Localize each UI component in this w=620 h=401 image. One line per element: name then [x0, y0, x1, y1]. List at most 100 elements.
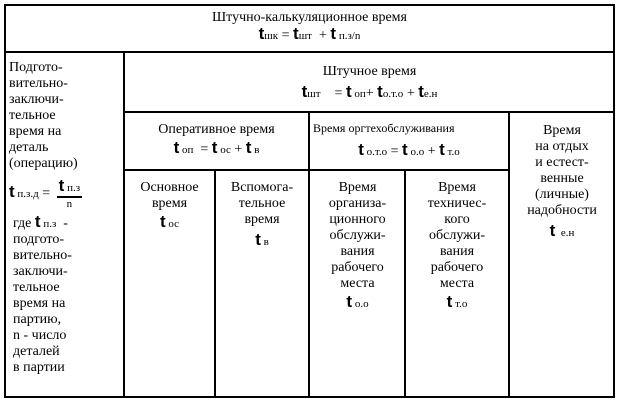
text-line: Подгото- [9, 60, 63, 75]
variable: t [245, 138, 252, 157]
prep-text-top: Подгото-вительно-заключи-тельное время на… [9, 60, 121, 172]
prep-text-bottom: подгото-вительно-заключи-тельное время на… [9, 232, 121, 376]
operator: + [230, 142, 246, 157]
text-line: время [244, 212, 280, 227]
subscript: ос [165, 218, 180, 230]
operator: = [320, 86, 346, 101]
divider [308, 111, 310, 398]
tech-service-time-cell: Время техничес-кого обслужи-вания рабочего м… [406, 180, 508, 312]
subscript: о.т.о [382, 88, 404, 100]
text-line: подгото- [13, 232, 65, 247]
piece-time-formula: tшт = t оп+ tо.т.о + tе.н [124, 82, 615, 102]
aux-time-cell: Вспомога-тельное время t в [216, 180, 308, 250]
text-line: венные [540, 171, 584, 186]
operative-time-label: Оперативное время [158, 122, 275, 137]
subscript: о.о [407, 146, 425, 158]
divider [123, 51, 125, 398]
subscript: п.з [64, 182, 81, 194]
text-line: Основное [140, 180, 199, 195]
text-line: места [340, 276, 375, 291]
main-time-formula: t ос [124, 212, 215, 232]
text-line: тельное [238, 196, 286, 211]
text-line: техничес- [427, 196, 487, 211]
variable: t [159, 212, 166, 231]
variable: t [255, 230, 261, 249]
text-line: время [151, 196, 188, 211]
main-time-cell: Основное время t ос [124, 180, 215, 232]
operator: + [365, 86, 378, 101]
main-time-text: Основное время [124, 180, 215, 212]
prep-where-formula: где t п.з - [9, 212, 121, 232]
text-line: надобности [527, 203, 597, 218]
subscript: е.н [555, 227, 575, 239]
operative-time-cell: Оперативное время t оп = t ос + t в [124, 122, 309, 158]
tech-service-time-formula: t т.о [406, 292, 508, 312]
orgtech-time-cell: Время оргтехобслуживания t о.т.о = t о.о… [310, 120, 508, 160]
text-line: n - число [13, 328, 67, 343]
operator: + [403, 86, 419, 101]
text-line: Время [438, 180, 476, 195]
divider [404, 169, 406, 398]
text-line: ционного [329, 212, 386, 227]
operator: = [278, 28, 294, 43]
divider [4, 51, 615, 53]
variable: t [345, 82, 352, 101]
divider [508, 111, 510, 398]
operator: = [193, 142, 212, 157]
subscript: п.з [40, 218, 57, 230]
variable: t [301, 82, 308, 101]
fraction: t п.з n [56, 177, 83, 210]
subscript: оп [351, 88, 366, 100]
piece-time-cell: Штучное время tшт = t оп+ tо.т.о + tе.н [124, 64, 615, 102]
subscript: о.т.о [363, 146, 388, 158]
org-service-time-cell: Время организа-ционного обслужи-вания рабоч… [310, 180, 405, 312]
text-line: Время [543, 123, 581, 138]
text-line: партию, [13, 312, 62, 327]
aux-time-text: Вспомога-тельное время [216, 180, 308, 228]
variable: t [439, 140, 445, 159]
variable: t [211, 138, 218, 157]
operator: - [56, 216, 68, 231]
rest-time-cell: Время на отдых и естест-венные (личные) надо… [510, 123, 614, 241]
subscript: т.о [452, 298, 468, 310]
variable: t [446, 292, 453, 311]
variable: t [34, 212, 41, 231]
subscript: шт [298, 30, 312, 42]
prep-formula: t п.з.д = t п.з n [9, 177, 121, 210]
subscript: е.н [423, 88, 438, 100]
text-line: в партии [13, 360, 65, 375]
text-line: заключи- [9, 92, 64, 107]
variable: t [358, 140, 364, 159]
orgtech-time-formula: t о.т.о = t о.о + t т.о [310, 140, 508, 160]
operator: = [38, 186, 54, 202]
rest-time-formula: t е.н [510, 221, 614, 241]
prep-time-cell: Подгото-вительно-заключи-тельное время на… [9, 60, 121, 376]
text-line: обслужи- [429, 228, 485, 243]
variable: t [173, 138, 180, 157]
subscript: ос [217, 144, 231, 156]
text-line: организа- [328, 196, 387, 211]
text-line: деталей [13, 344, 60, 359]
operator: = [387, 144, 403, 159]
variable: t [549, 221, 556, 240]
piece-calc-time-label: Штучно-калькуляционное время [212, 10, 407, 25]
piece-calc-time-cell: Штучно-калькуляционное время tшк = tшт +… [4, 10, 615, 44]
orgtech-time-label: Время оргтехобслуживания [313, 121, 455, 135]
subscript: п.з.д [14, 188, 39, 201]
divider [123, 169, 510, 171]
operator: + [424, 144, 440, 159]
subscript: в [251, 144, 260, 156]
tech-service-time-text: Время техничес-кого обслужи-вания рабочего м… [406, 180, 508, 292]
text-line: вания [439, 244, 475, 259]
text-line: места [439, 276, 475, 291]
text-line: (операцию) [9, 156, 78, 171]
operator: + [311, 28, 331, 43]
variable: t [377, 82, 383, 101]
variable: t [346, 292, 353, 311]
text-line: вительно- [9, 76, 68, 91]
divider [123, 111, 615, 113]
org-service-time-formula: t о.о [310, 292, 405, 312]
subscript: шк [264, 30, 279, 42]
text-line: кого [444, 212, 470, 227]
text-line: (личные) [535, 187, 589, 202]
